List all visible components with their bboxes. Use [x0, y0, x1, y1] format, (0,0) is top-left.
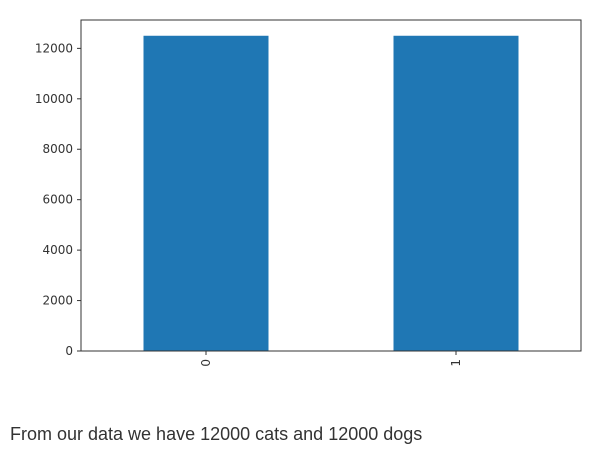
y-axis-ticks: 0 2000 4000 6000 8000 10000 12000 — [35, 41, 81, 358]
y-tick-label: 10000 — [35, 92, 73, 106]
y-tick-label: 6000 — [42, 193, 73, 207]
bars-layer — [143, 35, 519, 352]
bar-1 — [393, 35, 519, 352]
chart-caption: From our data we have 12000 cats and 120… — [10, 424, 423, 444]
bar-0 — [143, 35, 269, 352]
axes-layer — [80, 19, 582, 352]
y-tick-label: 2000 — [42, 294, 73, 308]
y-tick-label: 4000 — [42, 243, 73, 257]
x-tick-label: 1 — [449, 359, 463, 367]
x-tick-label: 0 — [199, 359, 213, 367]
plot-frame — [80, 19, 582, 352]
y-tick-label: 12000 — [35, 41, 73, 55]
y-tick-label: 0 — [65, 344, 73, 358]
y-tick-label: 8000 — [42, 142, 73, 156]
